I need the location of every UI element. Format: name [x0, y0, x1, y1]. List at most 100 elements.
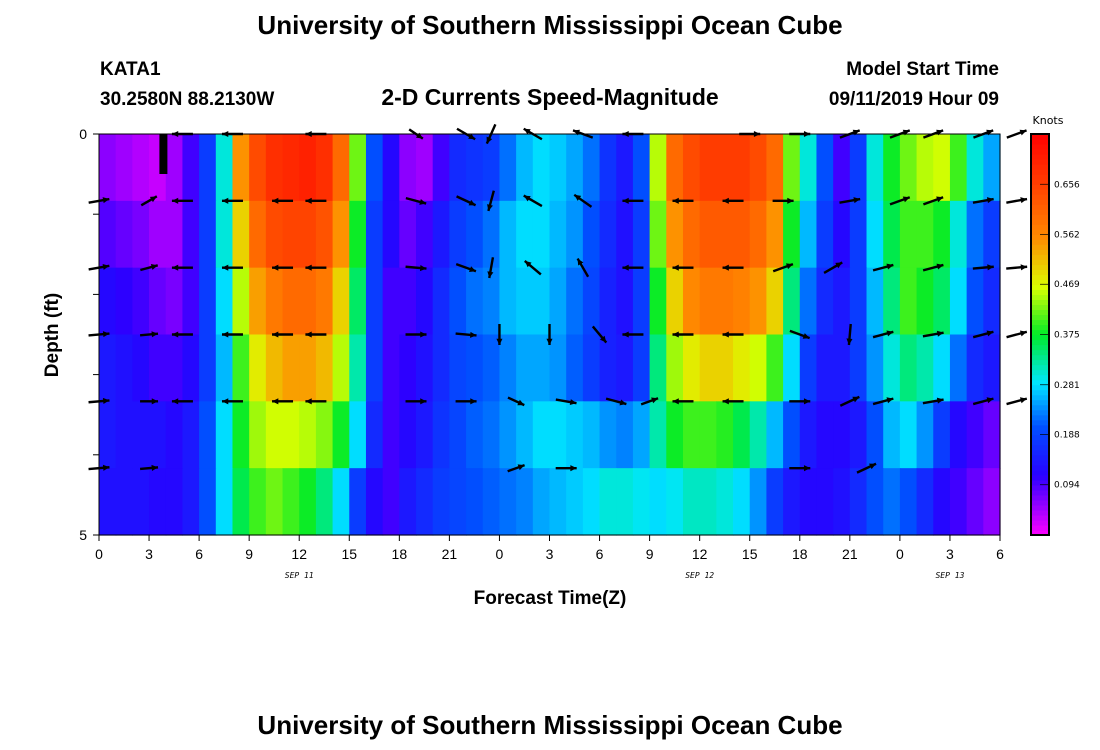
current-vector — [1006, 197, 1028, 204]
current-vector — [524, 259, 542, 276]
x-tick-label: 0 — [496, 546, 504, 562]
heatmap-cell — [716, 267, 734, 336]
heatmap-cell — [299, 401, 317, 469]
vector-arrowhead — [221, 130, 229, 138]
heatmap-cell — [165, 334, 184, 402]
heatmap-cell — [416, 200, 434, 269]
vector-arrowhead — [221, 197, 229, 204]
heatmap-cell — [899, 200, 918, 269]
heatmap-cell — [299, 200, 317, 269]
current-vector — [622, 197, 644, 204]
x-tick-label: 6 — [996, 546, 1004, 562]
current-vector — [139, 464, 159, 471]
current-vector — [573, 193, 593, 208]
x-tick-label: 18 — [392, 546, 408, 562]
colorbar-segment — [1031, 289, 1049, 295]
vector-arrowhead — [569, 399, 577, 406]
heatmap-cell — [182, 267, 200, 336]
heatmap-cell — [816, 468, 834, 536]
heatmap-cell — [649, 334, 667, 402]
heatmap-cell — [182, 334, 200, 402]
vector-arrowhead — [986, 397, 994, 404]
heatmap-cell — [816, 134, 834, 202]
heatmap-cell — [232, 401, 250, 469]
heatmap-cell — [532, 134, 551, 202]
vector-arrowhead — [835, 262, 843, 269]
current-vector — [722, 197, 744, 204]
vector-arrowhead — [577, 258, 584, 266]
vector-arrowhead — [102, 331, 110, 338]
current-vector — [555, 465, 577, 472]
vector-arrowhead — [469, 331, 477, 338]
heatmap-cell — [966, 134, 984, 202]
heatmap-cell — [599, 401, 617, 469]
heatmap-cell — [833, 267, 851, 336]
current-vector — [221, 130, 243, 138]
current-vector — [555, 398, 577, 406]
heatmap-cell — [115, 200, 133, 269]
heatmap-cell — [532, 267, 551, 336]
vector-arrowhead — [468, 266, 476, 272]
heatmap-cell — [482, 200, 501, 269]
current-vector — [1006, 264, 1028, 271]
heatmap-cell — [249, 468, 267, 536]
heatmap-cell — [99, 468, 117, 536]
vector-arrowhead — [151, 331, 159, 338]
colorbar-segment — [1031, 344, 1049, 351]
vector-arrowhead — [221, 264, 229, 271]
heatmap-cell — [416, 134, 434, 202]
heatmap-cell — [416, 334, 434, 402]
heatmap-cell — [516, 334, 534, 402]
heatmap-cell — [399, 134, 417, 202]
heatmap-cell — [799, 401, 818, 469]
current-vector — [789, 465, 811, 472]
current-vector — [221, 331, 243, 338]
heatmap-cell — [299, 334, 317, 402]
current-vector — [496, 324, 503, 345]
y-tick-label: 0 — [79, 126, 87, 142]
vector-arrowhead — [936, 330, 944, 337]
heatmap-cell — [232, 267, 250, 336]
current-vector — [672, 398, 694, 405]
heatmap-cell — [966, 200, 984, 269]
heatmap-cell — [249, 401, 267, 469]
heatmap-cell — [983, 468, 1001, 536]
current-vector — [722, 398, 744, 405]
colorbar-segment — [1031, 419, 1049, 426]
vector-arrowhead — [902, 129, 910, 136]
vector-arrowhead — [102, 464, 110, 471]
heatmap-cell — [532, 200, 551, 269]
heatmap-cell — [466, 267, 484, 336]
vector-arrowhead — [787, 197, 794, 204]
colorbar-segment — [1031, 459, 1049, 466]
heatmap-cell — [649, 200, 667, 269]
heatmap-cell — [382, 134, 400, 202]
current-vector — [221, 197, 243, 204]
x-axis-label: Forecast Time(Z) — [474, 588, 627, 609]
heatmap-cell — [866, 468, 884, 536]
heatmap-cell — [399, 468, 417, 536]
heatmap-cell — [566, 267, 584, 336]
x-tick-label: 18 — [792, 546, 808, 562]
heatmap-cell — [482, 267, 501, 336]
vector-arrowhead — [305, 264, 312, 271]
heatmap-cell — [399, 334, 417, 402]
heatmap-cell — [265, 267, 284, 336]
heatmap-cell — [466, 134, 484, 202]
vector-arrowhead — [151, 464, 159, 471]
heatmap-cell — [466, 334, 484, 402]
colorbar-segment — [1031, 254, 1049, 260]
heatmap-cell — [516, 401, 534, 469]
heatmap-cell — [582, 200, 601, 269]
heatmap-cell — [716, 334, 734, 402]
vector-arrowhead — [622, 264, 629, 271]
vector-arrowhead — [486, 136, 493, 144]
heatmap-cell — [699, 468, 717, 536]
vector-arrowhead — [420, 398, 427, 405]
heatmap-cell — [466, 401, 484, 469]
heatmap-cell — [449, 468, 467, 536]
heatmap-cell — [499, 134, 517, 202]
heatmap-cell — [282, 334, 300, 402]
heatmap-cell — [849, 267, 868, 336]
y-tick-label: 5 — [79, 527, 87, 543]
